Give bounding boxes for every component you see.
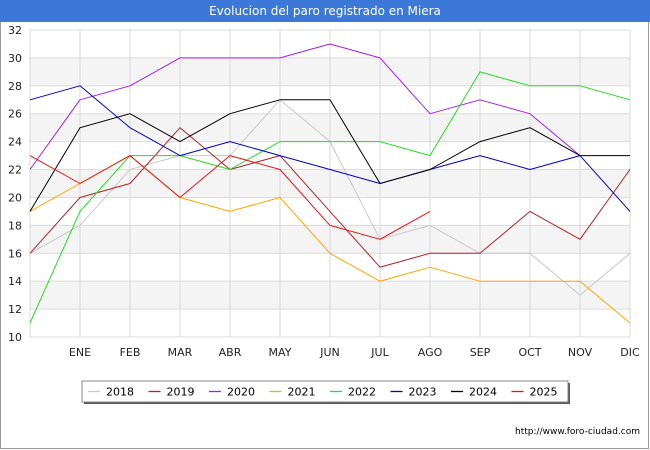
x-tick-label: MAY	[269, 346, 292, 359]
x-tick-label: NOV	[568, 346, 593, 359]
x-tick-label: JUL	[370, 346, 389, 359]
y-axis-ticks: 10 12 14 16 18 20 22 24 26 28 30 32	[8, 24, 22, 344]
y-tick-label: 32	[8, 24, 22, 37]
y-tick-label: 12	[8, 303, 22, 316]
x-tick-label: ABR	[219, 346, 242, 359]
y-tick-label: 16	[8, 247, 22, 260]
y-tick-label: 14	[8, 275, 22, 288]
x-axis-ticks: ENE FEB MAR ABR MAY JUN JUL AGO SEP OCT NOV DIC	[69, 346, 640, 359]
legend: 2018 2019 2020 2021 2022 2023 2024 2025	[81, 380, 570, 404]
x-tick-label: JUN	[319, 346, 340, 359]
x-tick-label: DIC	[620, 346, 640, 359]
source-credit: http://www.foro-ciudad.com	[515, 427, 640, 437]
x-tick-label: OCT	[518, 346, 541, 359]
y-tick-label: 22	[8, 164, 22, 177]
y-tick-label: 20	[8, 191, 22, 204]
legend-label-2019: 2019	[167, 386, 195, 399]
series-line-2019	[29, 127, 631, 268]
y-tick-label: 24	[8, 136, 22, 149]
series-line-2024	[29, 99, 630, 212]
legend-label-2022: 2022	[348, 386, 376, 399]
x-tick-label: AGO	[418, 346, 443, 359]
y-tick-label: 28	[8, 80, 22, 93]
legend-label-2024: 2024	[469, 386, 497, 399]
x-tick-label: FEB	[120, 346, 141, 359]
y-tick-label: 18	[8, 219, 22, 232]
legend-label-2020: 2020	[227, 386, 255, 399]
y-tick-label: 30	[8, 52, 22, 65]
series-lines	[29, 43, 631, 324]
legend-label-2025: 2025	[530, 386, 558, 399]
y-tick-label: 10	[8, 331, 22, 344]
legend-box	[81, 380, 569, 403]
chart-frame	[0, 22, 649, 449]
legend-label-2023: 2023	[409, 386, 437, 399]
legend-label-2021: 2021	[288, 386, 316, 399]
y-tick-label: 26	[8, 108, 22, 121]
x-tick-label: MAR	[168, 346, 193, 359]
chart-title: Evolucion del paro registrado en Miera	[0, 0, 650, 22]
x-tick-label: SEP	[470, 346, 491, 359]
series-line-2023	[29, 85, 631, 212]
series-line-2025	[29, 155, 431, 240]
x-tick-label: ENE	[69, 346, 91, 359]
series-line-2020	[29, 43, 581, 170]
legend-label-2018: 2018	[106, 386, 134, 399]
